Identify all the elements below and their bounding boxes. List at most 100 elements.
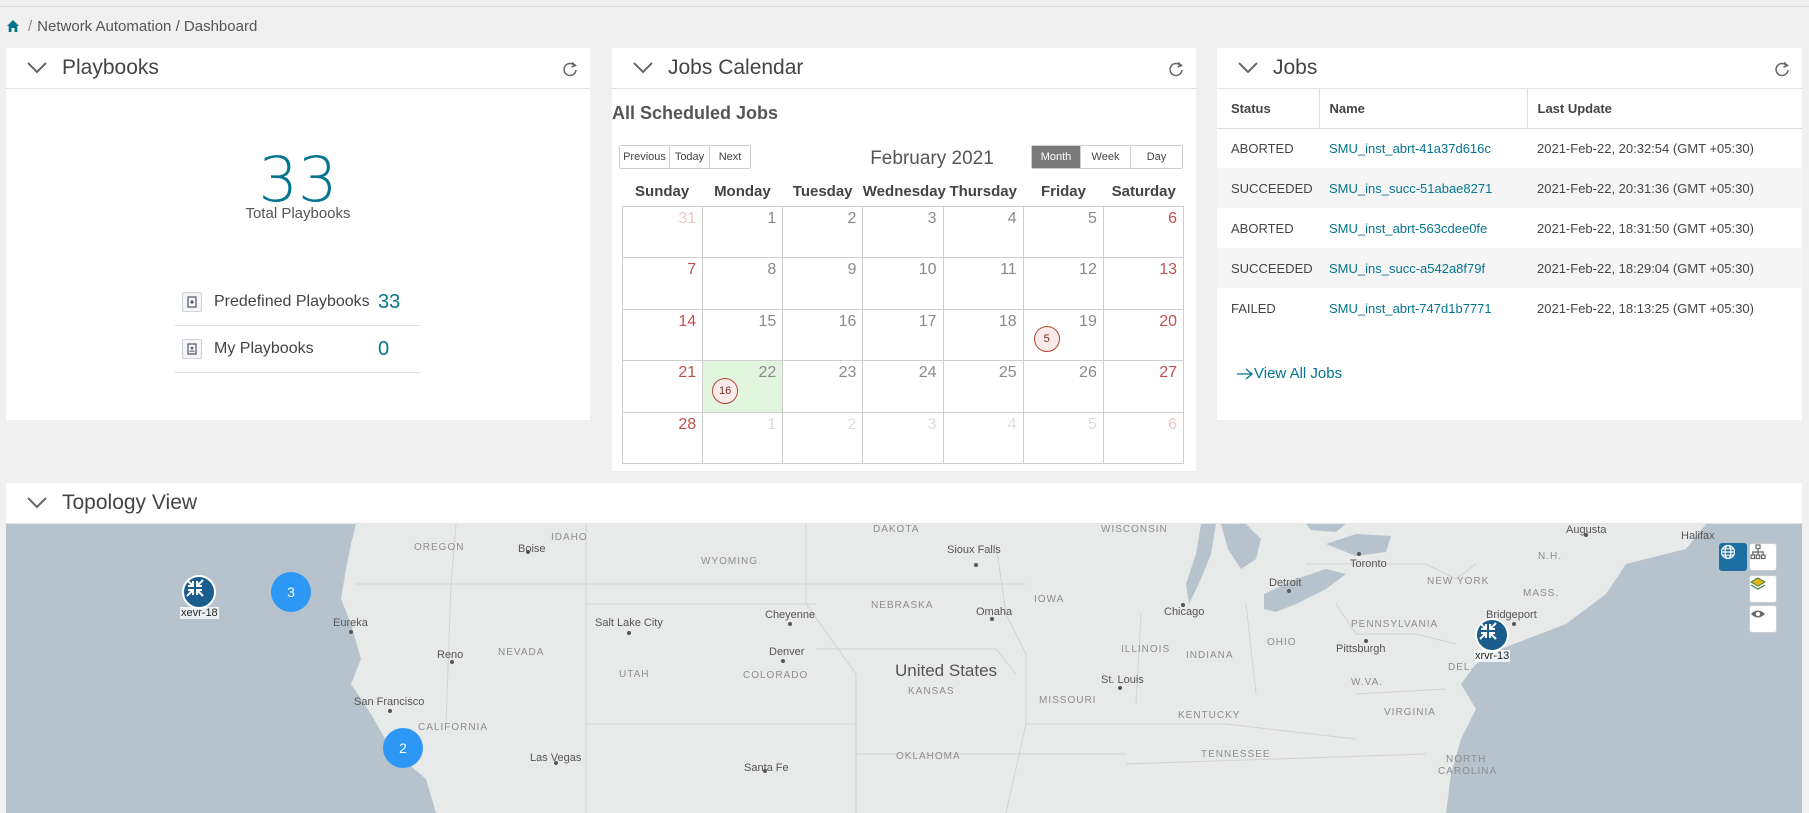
calendar-day[interactable]: 31 [623,207,704,259]
device-cluster[interactable]: 3 [271,572,311,612]
calendar-day[interactable]: 18 [943,309,1024,362]
my-playbooks-row[interactable]: My Playbooks 0 [175,326,420,373]
calendar-day[interactable]: 4 [943,412,1024,464]
globe-icon [1720,544,1736,560]
region-label: NEW YORK [1427,576,1490,587]
city-label: Omaha [976,606,1013,618]
topology-map[interactable]: DAKOTA WISCONSIN IDAHO OREGON WYOMING IO… [6,524,1802,813]
calendar-day[interactable]: 16 [783,309,864,362]
router-node-xrvr-13[interactable] [1475,618,1509,652]
event-count-badge[interactable]: 16 [712,378,739,405]
chevron-down-icon[interactable] [1237,61,1259,75]
refresh-icon[interactable] [1774,61,1790,77]
calendar-day[interactable]: 2 [783,412,864,464]
table-row[interactable]: ABORTED SMU_inst_abrt-41a37d616c 2021-Feb-… [1217,128,1802,168]
city-label: Toronto [1350,558,1387,570]
job-status: FAILED [1231,300,1276,316]
city-label: San Francisco [354,696,425,708]
predefined-playbooks-row[interactable]: Predefined Playbooks 33 [175,279,420,326]
jobs-title: Jobs [1273,56,1318,79]
job-name-link[interactable]: SMU_ins_succ-51abae8271 [1319,168,1527,208]
column-last-update[interactable]: Last Update [1526,89,1802,129]
calendar-day[interactable]: 24 [863,361,944,413]
calendar-day[interactable]: 15 [703,309,784,362]
job-name-link[interactable]: SMU_ins_succ-a542a8f79f [1319,248,1527,288]
predefined-playbooks-count[interactable]: 33 [378,290,401,313]
arrow-right-icon [1237,368,1254,379]
layers-button[interactable] [1749,575,1777,603]
calendar-day[interactable]: 2 [783,207,864,259]
device-cluster[interactable]: 2 [383,728,423,768]
table-row[interactable]: FAILED SMU_inst_abrt-747d1b7771 2021-Feb-2… [1217,288,1802,328]
calendar-day[interactable]: 7 [623,258,704,310]
calendar-day[interactable]: 1 [703,412,784,464]
my-playbooks-count[interactable]: 0 [378,337,390,360]
job-name-link[interactable]: SMU_inst_abrt-563cdee0fe [1329,220,1488,236]
city-label: Santa Fe [744,762,789,774]
region-label: WISCONSIN [1101,524,1168,535]
table-row[interactable]: SUCCEEDED SMU_ins_succ-a542a8f79f 2021-Feb… [1217,248,1802,288]
home-icon[interactable] [6,19,20,33]
job-name-link[interactable]: SMU_inst_abrt-747d1b7771 [1329,300,1492,316]
visibility-button[interactable] [1749,605,1777,633]
calendar-day[interactable]: 17 [863,309,944,362]
column-name[interactable]: Name [1318,89,1527,129]
calendar-day[interactable]: 12 [1023,258,1104,310]
next-button[interactable]: Next [710,146,750,168]
calendar-day[interactable]: 3 [863,207,944,259]
today-button[interactable]: Today [670,146,710,168]
calendar-day[interactable]: 9 [783,258,864,310]
calendar-day[interactable]: 4 [943,207,1024,259]
calendar-title: Jobs Calendar [668,56,804,79]
chevron-down-icon[interactable] [26,496,48,510]
event-count-badge[interactable]: 5 [1033,325,1060,352]
calendar-day[interactable]: 27 [1103,361,1184,413]
table-row[interactable]: SUCCEEDED SMU_ins_succ-51abae8271 2021-Feb… [1217,168,1802,208]
job-name-link[interactable]: SMU_inst_abrt-41a37d616c [1329,140,1491,156]
day-view-button[interactable]: Day [1131,146,1182,168]
chevron-down-icon[interactable] [632,61,654,75]
table-row[interactable]: ABORTED SMU_inst_abrt-563cdee0fe 2021-Feb-… [1217,208,1802,248]
hierarchy-view-button[interactable] [1749,543,1777,571]
refresh-icon[interactable] [562,61,578,77]
calendar-day[interactable]: 5 [1023,207,1104,259]
column-status[interactable]: Status [1217,89,1319,129]
region-label: IOWA [1034,594,1065,605]
calendar-day[interactable]: 6 [1103,207,1184,259]
calendar-day[interactable]: 23 [783,361,864,413]
globe-view-button[interactable] [1719,543,1747,571]
weekday-header: Thursday [949,183,1017,200]
breadcrumb-path[interactable]: Network Automation / Dashboard [37,17,258,35]
router-node-xevr-18[interactable] [182,575,216,609]
calendar-day[interactable]: 25 [943,361,1024,413]
calendar-day[interactable]: 1 [703,207,784,259]
calendar-day[interactable]: 8 [703,258,784,310]
calendar-day-today[interactable]: 22 16 [703,361,784,413]
calendar-day[interactable]: 26 [1023,361,1104,413]
calendar-day[interactable]: 3 [863,412,944,464]
total-playbooks-count: 33 [258,143,338,216]
calendar-day[interactable]: 6 [1103,412,1184,464]
day-number: 31 [678,210,697,227]
calendar-day[interactable]: 10 [863,258,944,310]
calendar-day[interactable]: 11 [943,258,1024,310]
calendar-day[interactable]: 13 [1103,258,1184,310]
calendar-day[interactable]: 20 [1103,309,1184,362]
view-all-jobs-link[interactable]: View All Jobs [1236,365,1342,382]
day-number: 4 [1007,210,1017,227]
weekday-header: Monday [714,183,771,200]
calendar-day[interactable]: 19 5 [1023,309,1104,362]
calendar-day[interactable]: 28 [623,412,704,464]
previous-button[interactable]: Previous [620,146,670,168]
calendar-day[interactable]: 14 [623,309,704,362]
topology-panel: Topology View [6,483,1802,813]
region-label: W.VA. [1351,677,1384,688]
chevron-down-icon[interactable] [26,61,48,75]
refresh-icon[interactable] [1168,61,1184,77]
calendar-nav-buttons: Previous Today Next [619,145,751,169]
calendar-day[interactable]: 5 [1023,412,1104,464]
calendar-day[interactable]: 21 [623,361,704,413]
month-view-button[interactable]: Month [1032,146,1081,168]
week-view-button[interactable]: Week [1081,146,1131,168]
job-status: SUCCEEDED [1217,168,1319,208]
